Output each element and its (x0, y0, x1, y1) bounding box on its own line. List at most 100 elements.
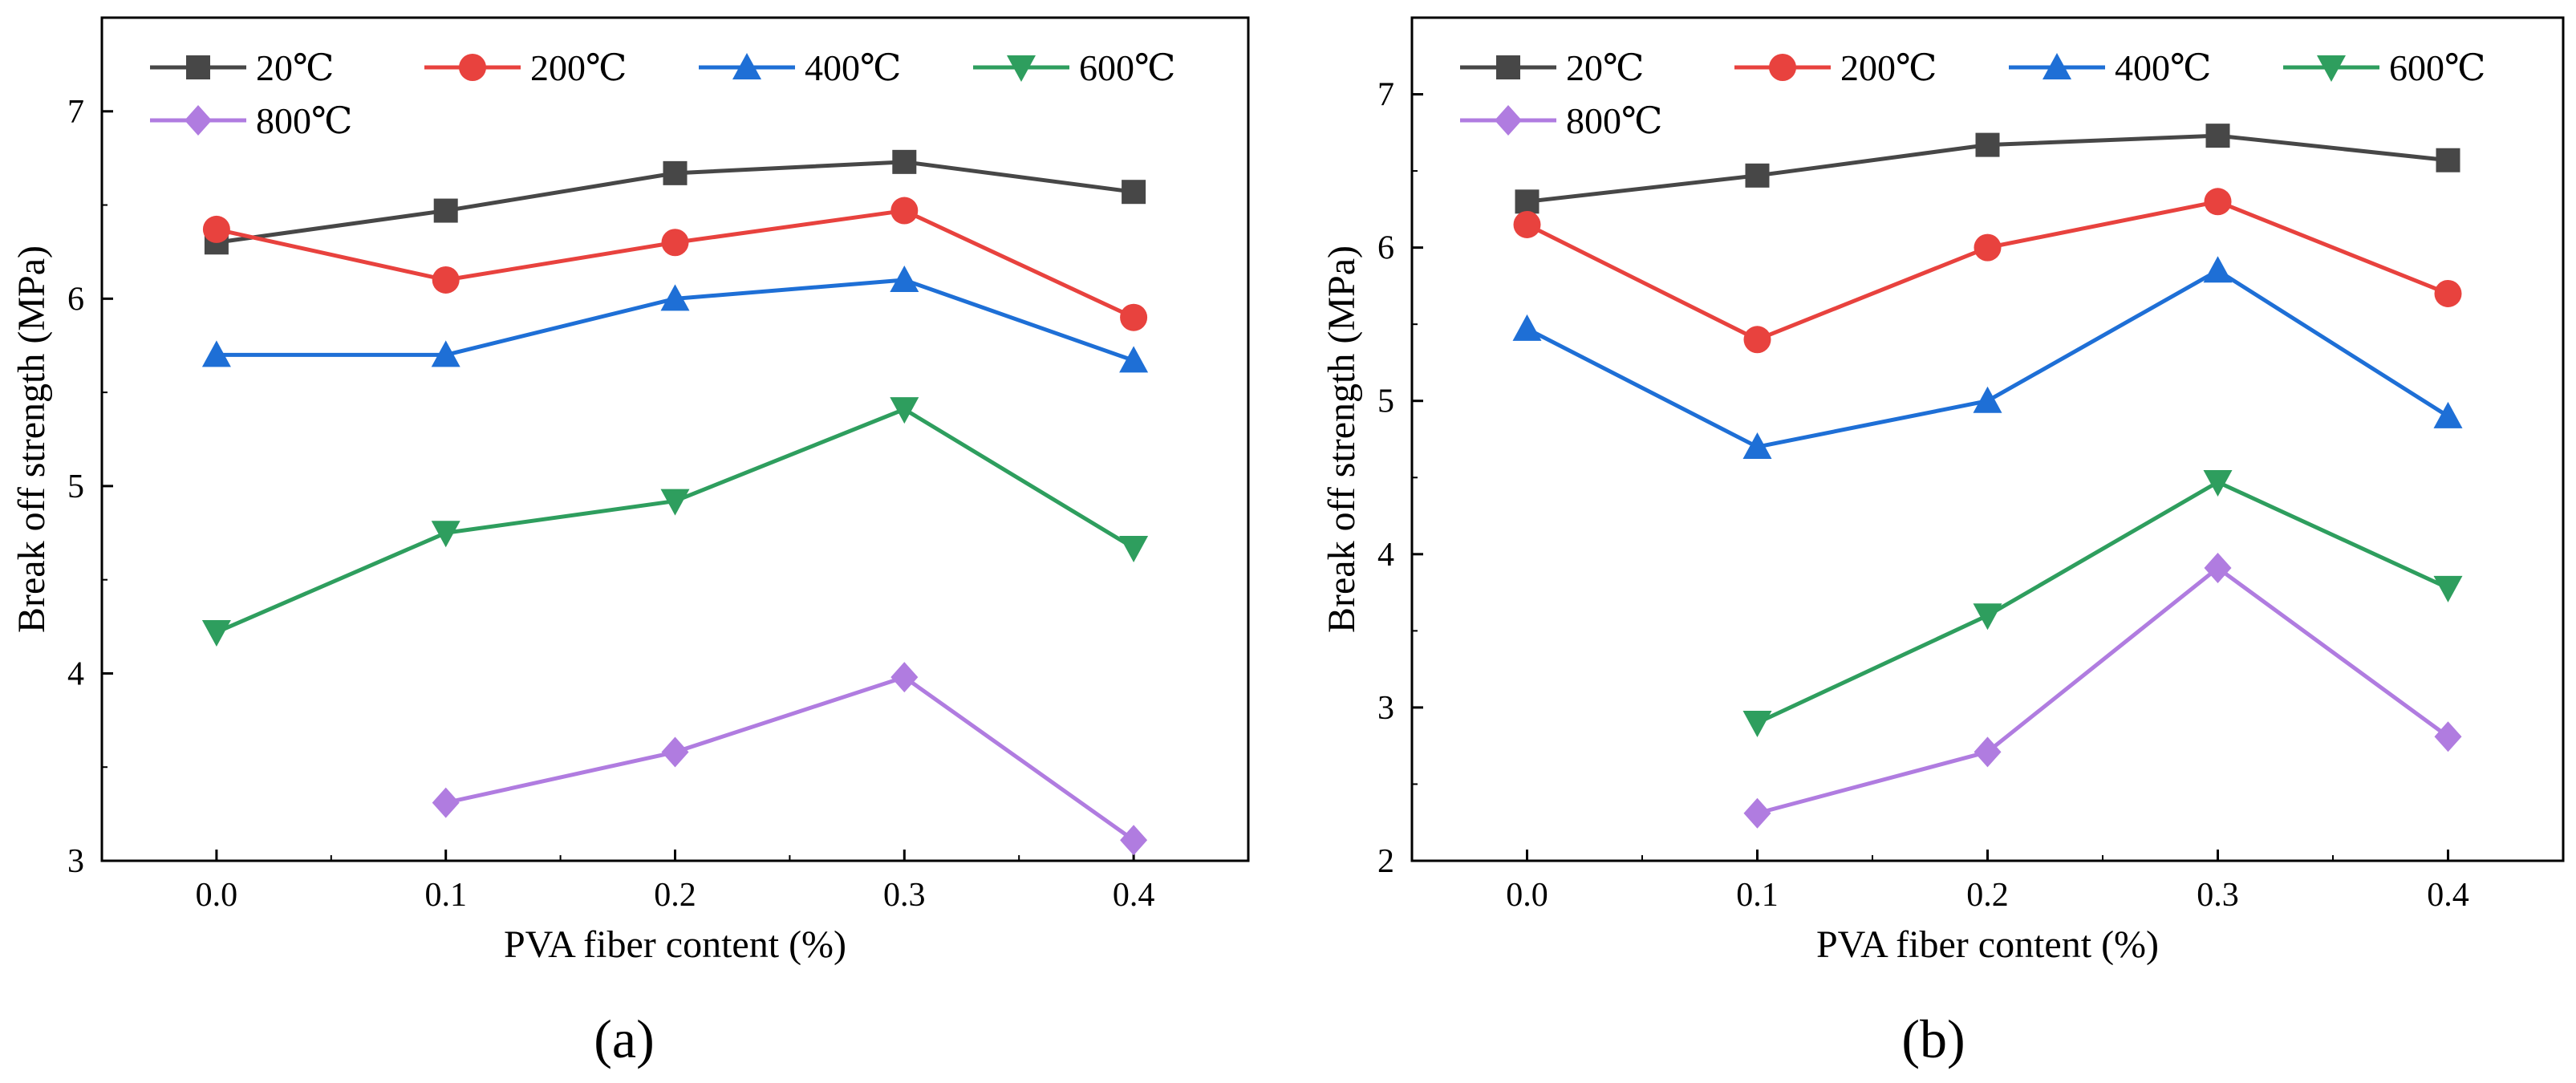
data-point-a-1-1 (432, 266, 460, 294)
series-line-b-1 (1526, 199, 2449, 342)
legend-marker-b-4 (1495, 105, 1522, 136)
y-tick-label-a-4: 7 (67, 94, 84, 131)
data-point-a-1-4 (1120, 303, 1148, 331)
data-point-a-3-0 (201, 620, 231, 647)
data-point-a-0-4 (1122, 180, 1146, 205)
data-point-b-1-1 (1743, 326, 1771, 354)
y-tick-label-b-3: 5 (1377, 383, 1394, 420)
data-point-a-3-1 (431, 521, 460, 548)
y-axis-title-b: Break off strength (MPa) (1320, 245, 1363, 633)
y-tick-label-a-1: 4 (67, 655, 84, 692)
panel-label-b: (b) (1901, 1008, 1965, 1069)
data-point-a-2-1 (431, 340, 460, 367)
y-tick-label-b-2: 4 (1377, 537, 1394, 574)
y-tick-label-b-1: 3 (1377, 690, 1394, 727)
legend-marker-a-2 (732, 53, 761, 79)
y-axis-title-a: Break off strength (MPa) (10, 245, 53, 633)
series-line-b-2 (1526, 268, 2449, 449)
data-point-a-0-1 (433, 198, 458, 223)
legend-label-a-1: 200℃ (530, 47, 627, 88)
data-point-b-2-1 (1742, 432, 1772, 460)
x-tick-label-a-1: 0.1 (424, 877, 467, 914)
data-point-b-2-2 (1973, 386, 2002, 413)
x-tick-label-b-1: 0.1 (1736, 877, 1779, 914)
x-tick-label-b-4: 0.4 (2427, 877, 2469, 914)
data-point-a-3-4 (1119, 535, 1149, 562)
legend-label-a-3: 600℃ (1079, 47, 1175, 88)
data-point-b-1-3 (2204, 188, 2232, 216)
series-line-b-4 (1756, 566, 2449, 816)
x-tick-label-b-2: 0.2 (1966, 877, 2009, 914)
data-point-a-3-2 (660, 489, 690, 516)
data-point-b-1-0 (1513, 210, 1541, 238)
data-point-a-2-0 (201, 340, 231, 367)
legend-label-b-2: 400℃ (2115, 47, 2211, 88)
data-point-b-4-3 (2204, 553, 2232, 584)
legend-marker-b-3 (2317, 55, 2346, 82)
data-point-b-0-1 (1745, 163, 1770, 188)
data-point-a-0-2 (663, 160, 688, 185)
data-point-a-4-1 (432, 787, 460, 818)
plot-frame-a (100, 16, 1250, 862)
y-tick-label-b-0: 2 (1377, 843, 1394, 880)
legend-marker-b-2 (2043, 53, 2071, 79)
x-tick-label-b-0: 0.0 (1506, 877, 1548, 914)
legend-marker-a-1 (459, 54, 486, 81)
data-point-a-1-3 (890, 197, 919, 225)
y-tick-label-a-3: 6 (67, 281, 84, 318)
y-tick-label-a-0: 3 (67, 843, 84, 880)
legend-marker-b-0 (1496, 55, 1520, 79)
data-point-a-4-4 (1120, 825, 1148, 856)
legend-marker-a-0 (186, 55, 210, 79)
series-line-a-4 (445, 675, 1135, 842)
x-tick-label-a-0: 0.0 (196, 877, 238, 914)
y-tick-label-b-4: 6 (1377, 230, 1394, 267)
data-point-a-2-2 (660, 284, 690, 311)
x-tick-label-b-3: 0.3 (2197, 877, 2239, 914)
data-point-a-0-3 (892, 149, 917, 174)
data-point-b-4-4 (2434, 721, 2462, 752)
data-point-b-0-4 (2436, 148, 2460, 172)
data-point-b-3-4 (2433, 575, 2463, 602)
data-point-b-2-4 (2433, 401, 2463, 428)
legend-label-a-0: 20℃ (256, 47, 334, 88)
data-point-a-1-2 (661, 229, 689, 257)
data-point-b-0-2 (1975, 132, 2000, 157)
data-point-b-1-2 (1974, 233, 2002, 262)
data-point-b-3-3 (2203, 470, 2233, 497)
chart-panel-a: 0.0 0.1 0.2 0.3 0.4 3 4 5 6 7 PVA fiber content (%… (10, 16, 1250, 966)
panel-label-a: (a) (594, 1008, 654, 1069)
data-point-b-3-2 (1973, 603, 2002, 631)
y-tick-label-b-5: 7 (1377, 77, 1394, 114)
chart-panel-b: 0.0 0.1 0.2 0.3 0.4 2 3 4 5 6 7 PVA fiber content (… (1320, 16, 2565, 966)
data-point-a-4-2 (661, 736, 689, 768)
x-tick-label-a-3: 0.3 (883, 877, 926, 914)
legend-label-a-4: 800℃ (256, 100, 352, 141)
legend-marker-a-4 (185, 105, 212, 136)
data-point-a-2-4 (1119, 346, 1149, 373)
data-point-a-3-3 (890, 397, 919, 424)
legend-marker-b-1 (1769, 54, 1796, 81)
legend-label-b-4: 800℃ (1566, 100, 1662, 141)
legend-label-b-1: 200℃ (1840, 47, 1937, 88)
y-tick-label-a-2: 5 (67, 468, 84, 505)
data-point-a-1-0 (202, 215, 230, 243)
data-point-a-4-3 (890, 662, 919, 693)
data-point-a-2-3 (890, 265, 919, 292)
data-point-b-3-1 (1742, 711, 1772, 738)
x-tick-label-a-4: 0.4 (1113, 877, 1155, 914)
x-tick-label-a-2: 0.2 (654, 877, 696, 914)
data-point-b-0-3 (2205, 124, 2230, 148)
data-point-b-2-3 (2203, 256, 2233, 283)
x-axis-title-b: PVA fiber content (%) (1816, 923, 2159, 966)
data-point-b-4-2 (1974, 736, 2002, 768)
legend-label-b-3: 600℃ (2389, 47, 2485, 88)
data-point-b-1-4 (2434, 279, 2462, 307)
data-point-b-2-0 (1512, 314, 1542, 341)
series-line-a-3 (215, 407, 1135, 635)
series-line-b-3 (1756, 480, 2449, 725)
data-point-b-0-0 (1515, 189, 1540, 214)
data-point-b-4-1 (1743, 797, 1771, 829)
legend-label-a-2: 400℃ (805, 47, 901, 88)
